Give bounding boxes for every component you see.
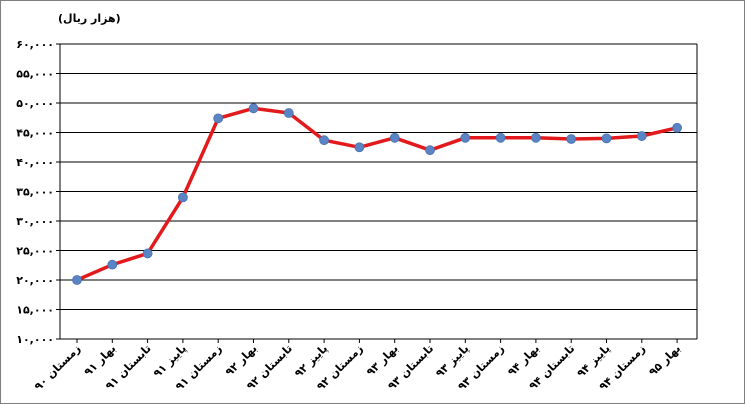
data-point: [460, 132, 471, 143]
x-tick-label: بهار ۹۵: [646, 342, 683, 379]
data-point: [601, 133, 612, 144]
y-tick-label: ۱۰,۰۰۰: [16, 333, 54, 346]
data-point: [177, 192, 188, 203]
y-tick-label: ۴۰,۰۰۰: [16, 156, 54, 169]
y-tick-label: ۳۰,۰۰۰: [16, 215, 54, 228]
data-point: [142, 248, 153, 259]
data-point: [213, 113, 224, 124]
y-axis-unit-label: (هزار ریال): [58, 12, 121, 25]
series: [72, 103, 682, 285]
data-point: [495, 132, 506, 143]
y-tick-label: ۱۵,۰۰۰: [16, 304, 54, 317]
data-point: [72, 275, 82, 285]
data-point: [283, 108, 294, 118]
y-tick-label: ۲۰,۰۰۰: [16, 274, 54, 287]
axes: [56, 43, 698, 343]
data-point: [248, 103, 259, 114]
data-point: [566, 134, 577, 144]
y-tick-label: ۳۵,۰۰۰: [16, 186, 54, 199]
data-point: [107, 259, 118, 270]
data-point: [354, 142, 365, 153]
y-tick-label: ۲۵,۰۰۰: [16, 245, 54, 258]
x-tick-label: زمستان ۹۰: [32, 342, 83, 393]
y-tick-labels: ۱۰,۰۰۰ ۱۵,۰۰۰ ۲۰,۰۰۰ ۲۵,۰۰۰ ۳۰,۰۰۰ ۳۵,۰۰۰ ۴۰,۰…: [16, 38, 54, 346]
data-point: [319, 135, 330, 146]
y-tick-label: ۵۰,۰۰۰: [16, 97, 54, 110]
data-point: [531, 132, 541, 143]
y-tick-label: ۵۵,۰۰۰: [16, 68, 54, 81]
data-point: [389, 132, 400, 143]
series-line: [75, 106, 679, 282]
gridlines: [60, 43, 697, 310]
data-point: [636, 131, 647, 141]
y-tick-label: ۴۵,۰۰۰: [16, 127, 54, 140]
y-tick-label: ۶۰,۰۰۰: [16, 38, 54, 51]
data-point: [672, 122, 682, 133]
data-point: [425, 145, 435, 156]
